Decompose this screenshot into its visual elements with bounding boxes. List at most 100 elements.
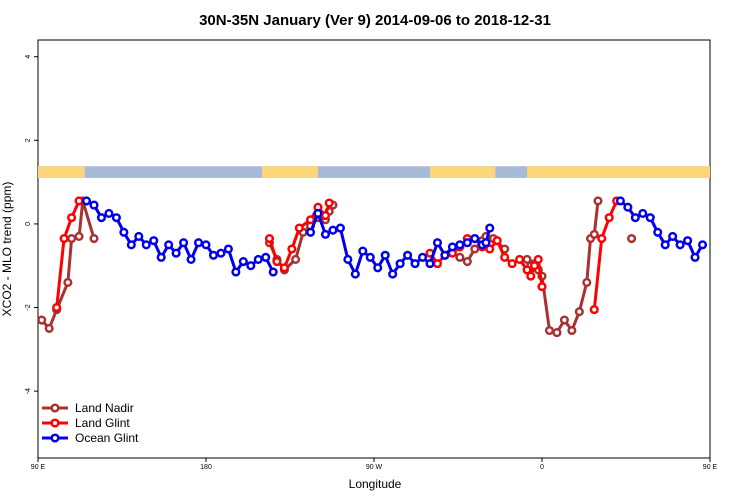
data-point [462,256,472,267]
data-point [589,229,599,239]
data-point [324,198,334,208]
data-point [67,213,77,223]
data-point [358,246,368,256]
data-point [231,267,241,277]
x-tick-label: 0 [540,464,544,471]
data-point [328,225,338,235]
data-point [111,213,121,223]
y-tick-label: 2 [25,138,32,142]
data-point [164,240,174,250]
land-segment [430,166,496,178]
data-point [96,213,107,223]
data-point [582,277,592,287]
data-point [455,252,465,262]
legend-label: Land Nadir [75,401,134,415]
data-point [500,252,510,262]
data-point [425,259,435,269]
data-point [537,282,547,292]
data-point [574,307,584,317]
data-point [660,240,670,250]
y-axis-label: XCO2 - MLO trend (ppm) [0,182,14,317]
data-point [216,248,226,258]
data-point [238,256,248,267]
data-point [683,236,693,246]
data-point [567,325,577,336]
data-point [447,242,457,252]
y-tick-label: -4 [25,388,32,394]
data-point [268,267,278,277]
legend-label: Ocean Glint [75,431,139,445]
land-segment [38,166,85,178]
data-point [156,252,166,262]
data-point [343,254,353,265]
data-point [134,231,144,242]
data-point [89,200,99,210]
data-point [690,252,700,262]
data-point [432,238,443,248]
series-ocean-glint [81,196,708,279]
plot-frame [37,39,711,459]
data-point [526,271,536,281]
data-point [388,269,398,279]
data-point [432,259,443,269]
y-tick-label: 4 [25,55,32,59]
series-land-nadir [37,196,637,338]
data-point [44,323,54,333]
data-point [253,254,263,265]
land-segment [527,166,710,178]
data-point [201,240,211,250]
data-point [630,213,640,223]
data-point [272,256,282,267]
data-point [470,244,480,254]
data-point [470,234,480,244]
y-tick-label: 0 [25,222,32,226]
land-segment [262,166,318,178]
data-point [59,234,69,244]
data-point [638,208,648,219]
data-point [455,240,465,250]
x-axis-label: Longitude [349,477,402,491]
data-point [261,252,271,262]
data-point [529,261,540,271]
data-point [380,250,390,260]
legend-marker [50,403,60,413]
data-point [67,234,77,244]
data-point [305,227,316,237]
data-point [320,229,331,239]
data-point [417,252,428,262]
data-point [320,211,331,221]
legend-label: Land Glint [75,416,130,430]
data-point [89,234,99,244]
data-point [208,250,219,260]
land-ocean-band [38,166,710,178]
chart-title: 30N-35N January (Ver 9) 2014-09-06 to 20… [199,12,551,29]
data-point [37,315,47,325]
data-point [294,223,304,233]
data-point [485,223,495,233]
data-point [462,238,472,248]
data-point [552,328,562,338]
legend-marker [50,433,60,443]
data-point [615,196,625,206]
data-point [627,234,637,244]
data-point [246,261,256,271]
data-point [645,213,655,223]
legend-marker [50,418,60,428]
x-tick-label: 90 E [31,464,46,471]
data-point [440,250,450,260]
data-point [492,236,502,246]
data-point [264,234,275,244]
data-point [52,302,62,313]
data-point [668,231,678,242]
data-point [365,252,375,262]
data-point [653,227,663,237]
data-point [410,259,420,269]
data-point [291,254,301,265]
data-series [37,196,708,338]
x-tick-label: 90 E [703,464,718,471]
ocean-band [38,166,710,178]
data-point [481,238,491,248]
data-point [171,248,181,258]
